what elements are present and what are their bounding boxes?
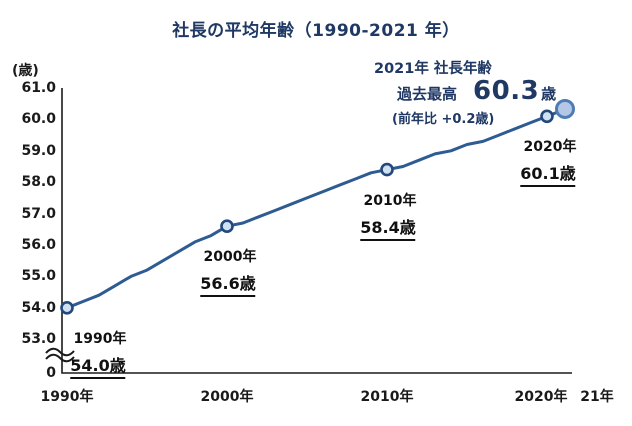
x-tick-label: 1990年 — [40, 389, 94, 405]
chart-title: 社長の平均年齢（1990-2021 年） — [172, 21, 460, 41]
data-point-marker — [380, 162, 394, 177]
annotation-record-value: 過去最高 60.3 歳 — [397, 76, 556, 106]
y-axis-break-icon — [45, 347, 75, 357]
annotation-yoy-change: (前年比 +0.2歳) — [392, 112, 495, 127]
x-tick-label: 2000年 — [200, 389, 254, 405]
y-tick-label: 53.0 — [21, 331, 56, 348]
y-tick-label: 58.0 — [21, 174, 56, 191]
y-tick-label: 55.0 — [21, 268, 56, 285]
data-point-marker — [540, 109, 554, 124]
annotation-record-title: 2021年 社長年齢 — [374, 61, 492, 77]
y-axis-break-icon — [45, 353, 75, 363]
y-tick-label-zero: 0 — [46, 365, 56, 381]
y-tick-label: 54.0 — [21, 299, 56, 316]
annotation-record-unit: 歳 — [541, 85, 557, 103]
data-point-marker — [60, 300, 74, 315]
data-point-marker — [220, 219, 234, 233]
callout-year-label: 2020年 — [523, 139, 577, 156]
callout-value-label: 54.0歳 — [70, 352, 126, 379]
annotation-record-prefix: 過去最高 — [397, 85, 458, 103]
callout-value-label: 60.1歳 — [520, 160, 576, 188]
y-tick-label: 57.0 — [21, 205, 56, 222]
y-axis-unit-label: (歳) — [12, 63, 39, 79]
callout-value-label: 56.6歳 — [200, 270, 256, 298]
callout-year-label: 1990年 — [73, 330, 127, 347]
annotation-record-number: 60.3 — [473, 76, 540, 106]
callout-value-label: 58.4歳 — [360, 214, 416, 241]
x-tick-label: 21年 — [580, 389, 614, 405]
x-tick-label: 2010年 — [360, 389, 414, 405]
callout-year-label: 2000年 — [203, 249, 257, 266]
highlight-marker-2021 — [555, 98, 575, 119]
trend-line — [65, 108, 565, 310]
callout-year-label: 2010年 — [363, 192, 417, 209]
y-tick-label: 56.0 — [21, 237, 56, 253]
y-tick-label: 61.0 — [21, 80, 56, 96]
y-tick-label: 59.0 — [21, 142, 56, 159]
axis-lines — [61, 88, 572, 374]
y-tick-label: 60.0 — [21, 111, 56, 128]
x-tick-label: 2020年 — [514, 389, 568, 405]
